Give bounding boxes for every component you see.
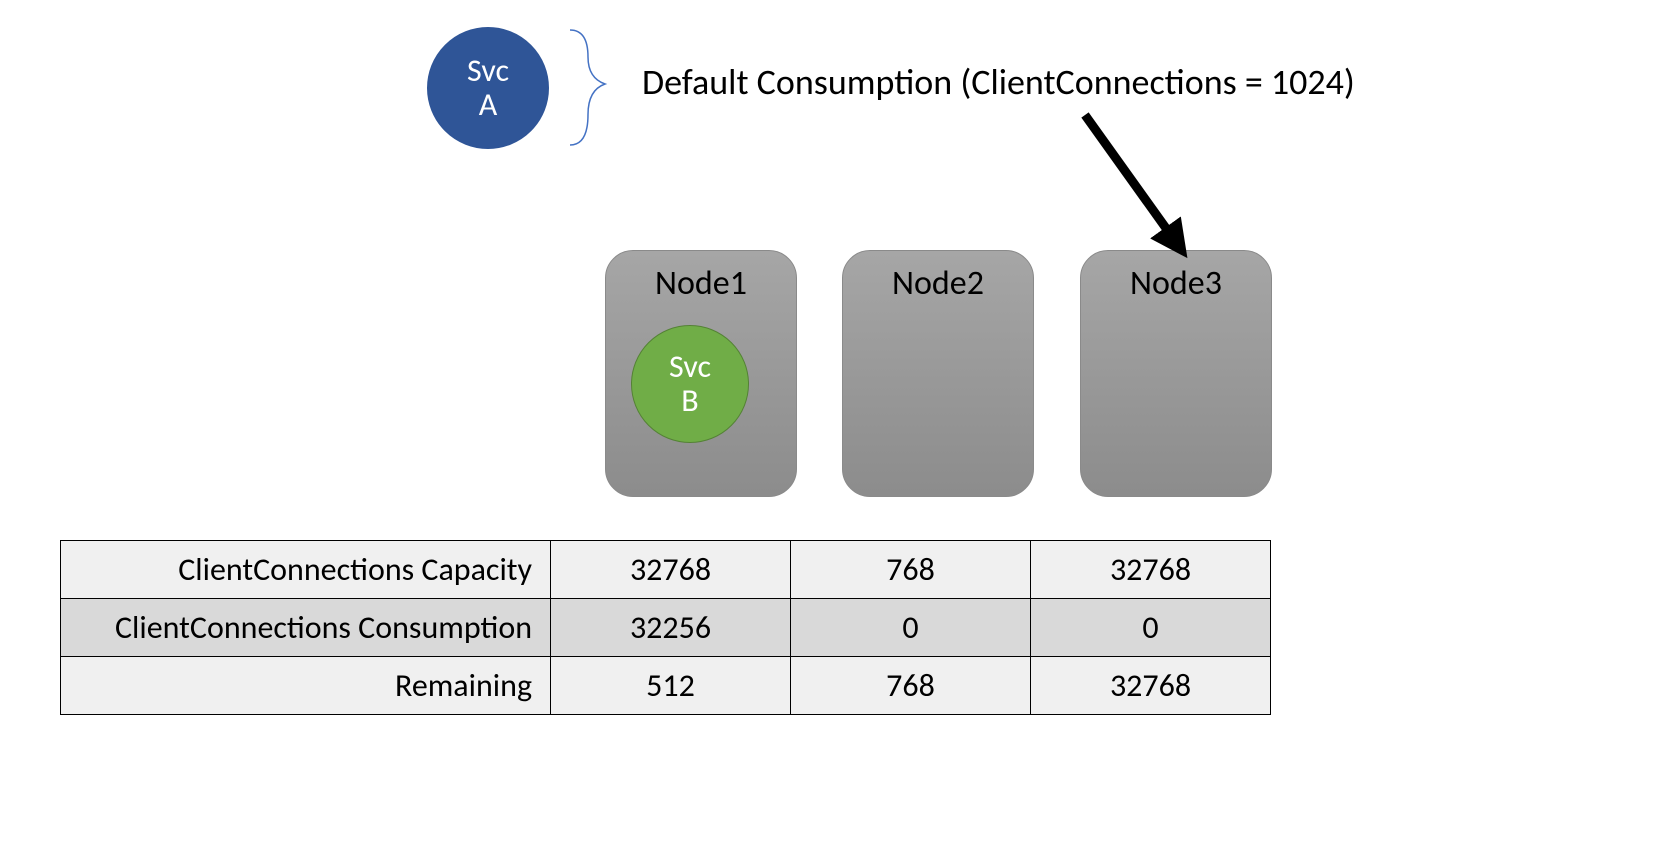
- svc-a-line1: Svc: [467, 54, 509, 88]
- default-consumption-caption: Default Consumption (ClientConnections =…: [642, 60, 1355, 104]
- svc-b-line2: B: [681, 384, 698, 418]
- row-header-2: Remaining: [61, 657, 551, 715]
- brace-icon: [570, 30, 605, 145]
- cell-2-2: 32768: [1031, 657, 1271, 715]
- arrow-icon: [1085, 115, 1178, 245]
- cell-0-0: 32768: [551, 541, 791, 599]
- table-row: ClientConnections Capacity 32768 768 327…: [61, 541, 1271, 599]
- node-label-2: Node3: [1081, 263, 1271, 304]
- table-row: ClientConnections Consumption 32256 0 0: [61, 599, 1271, 657]
- row-header-1: ClientConnections Consumption: [61, 599, 551, 657]
- cell-2-1: 768: [791, 657, 1031, 715]
- svc-a-circle: Svc A: [427, 27, 549, 149]
- cell-2-0: 512: [551, 657, 791, 715]
- cell-0-2: 32768: [1031, 541, 1271, 599]
- cell-1-1: 0: [791, 599, 1031, 657]
- table-row: Remaining 512 768 32768: [61, 657, 1271, 715]
- cell-1-0: 32256: [551, 599, 791, 657]
- cell-0-1: 768: [791, 541, 1031, 599]
- cell-1-2: 0: [1031, 599, 1271, 657]
- caption-text: Default Consumption (ClientConnections =…: [642, 60, 1355, 104]
- row-header-0: ClientConnections Capacity: [61, 541, 551, 599]
- node-label-0: Node1: [606, 263, 796, 304]
- diagram-stage: Svc A Default Consumption (ClientConnect…: [0, 0, 1673, 841]
- node-box-1: Node2: [842, 250, 1034, 497]
- svc-a-line2: A: [479, 88, 498, 122]
- node-label-1: Node2: [843, 263, 1033, 304]
- capacity-table: ClientConnections Capacity 32768 768 327…: [60, 540, 1271, 715]
- svc-b-circle: Svc B: [631, 325, 749, 443]
- node-box-2: Node3: [1080, 250, 1272, 497]
- svc-b-line1: Svc: [669, 350, 711, 384]
